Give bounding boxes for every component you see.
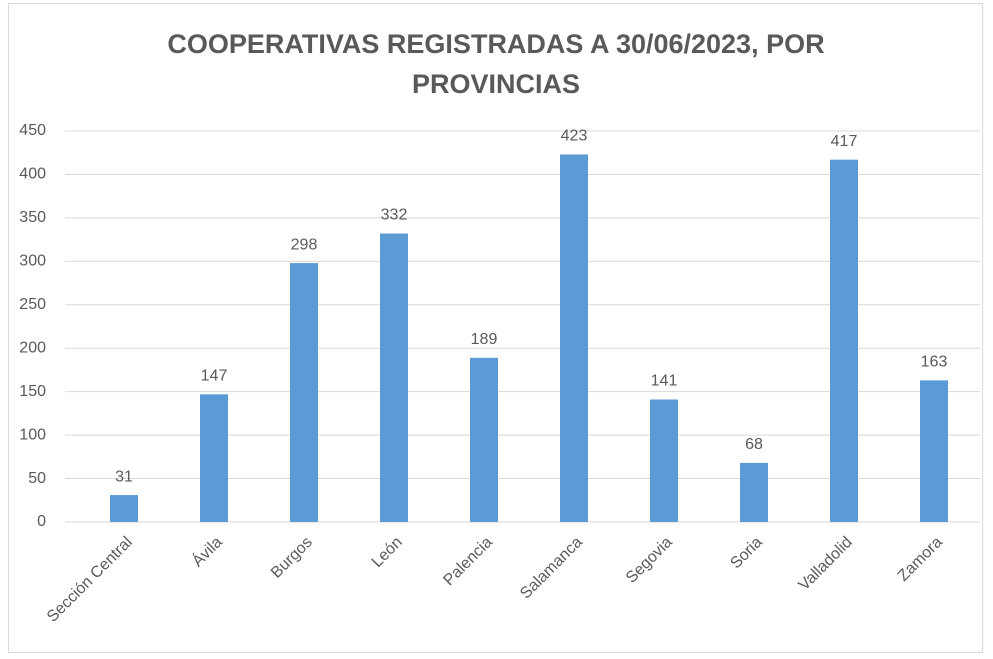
y-tick-label: 150 — [19, 383, 46, 400]
y-tick-label: 200 — [19, 339, 46, 356]
y-tick-label: 50 — [28, 470, 46, 487]
data-label: 332 — [381, 207, 408, 224]
y-tick-label: 100 — [19, 426, 46, 443]
x-tick-label: Sección Central — [44, 534, 136, 626]
bar — [830, 159, 858, 522]
x-tick-label: Burgos — [268, 534, 316, 582]
data-label: 141 — [651, 373, 678, 390]
bar — [560, 154, 588, 522]
data-label: 298 — [291, 236, 318, 253]
x-tick-label: Zamora — [895, 534, 946, 585]
x-tick-label: Soria — [727, 534, 766, 573]
data-label: 68 — [745, 436, 763, 453]
data-label: 31 — [115, 468, 133, 485]
y-tick-label: 400 — [19, 166, 46, 183]
y-tick-label: 300 — [19, 253, 46, 270]
bar — [290, 263, 318, 522]
x-tick-label: León — [369, 534, 406, 571]
x-tick-label: Segovia — [623, 534, 676, 587]
bar — [110, 495, 138, 522]
data-label: 147 — [201, 367, 228, 384]
y-tick-label: 0 — [37, 513, 46, 530]
bar — [920, 380, 948, 522]
y-tick-label: 350 — [19, 209, 46, 226]
x-tick-label: Palencia — [440, 534, 496, 590]
chart-border — [8, 3, 983, 653]
data-label: 423 — [561, 128, 588, 145]
bar — [470, 357, 498, 522]
data-label: 417 — [831, 133, 858, 150]
bar — [650, 399, 678, 522]
chart-title: COOPERATIVAS REGISTRADAS A 30/06/2023, P… — [167, 29, 825, 99]
bar — [200, 394, 228, 522]
y-tick-label: 450 — [19, 122, 46, 139]
y-tick-label: 250 — [19, 296, 46, 313]
x-tick-label: Valladolid — [796, 534, 856, 594]
bar — [740, 462, 768, 522]
bar — [380, 233, 408, 523]
data-label: 189 — [471, 331, 498, 348]
x-tick-label: Salamanca — [517, 534, 586, 603]
data-label: 163 — [921, 354, 948, 371]
x-tick-label: Ávila — [188, 532, 226, 570]
